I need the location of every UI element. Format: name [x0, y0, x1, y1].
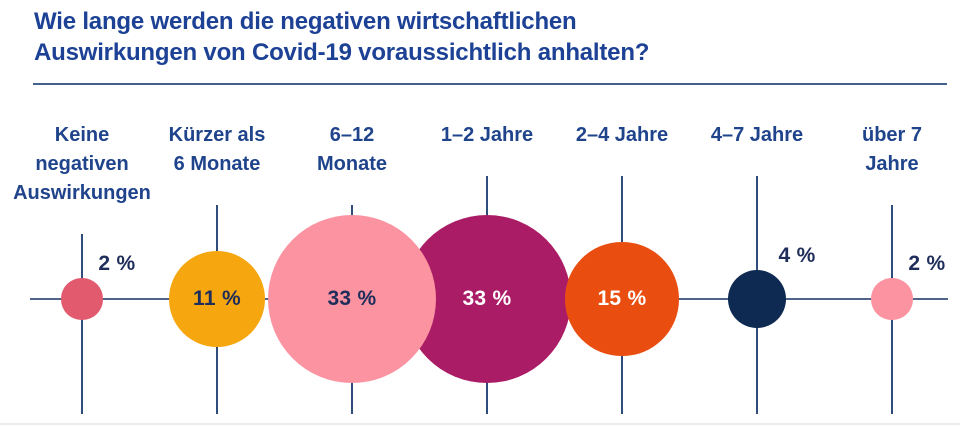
category-label: über 7 Jahre — [861, 124, 923, 175]
category-label: 1–2 Jahre — [440, 124, 534, 146]
bottom-edge-artifact — [0, 423, 960, 425]
category-label: 4–7 Jahre — [710, 124, 804, 146]
bubble: 33 % — [268, 215, 436, 383]
category-label: Kürzer als 6 Monate — [168, 124, 266, 175]
category-gridline — [81, 234, 83, 414]
category-label: 2–4 Jahre — [575, 124, 669, 146]
category-label: 6–12 Monate — [317, 124, 387, 175]
chart-title-line-2: Auswirkungen von Covid-19 voraussichtlic… — [34, 39, 650, 66]
bubble-value-label: 33 % — [462, 287, 512, 310]
bubble: 15 % — [565, 242, 679, 356]
chart-title: Wie lange werden die negativen wirtschaf… — [34, 6, 734, 68]
bubble-value-label: 33 % — [327, 287, 377, 310]
bubble: 11 % — [168, 250, 266, 348]
bubble-value-label: 4 % — [778, 243, 816, 267]
chart-title-line-1: Wie lange werden die negativen wirtschaf… — [34, 8, 577, 35]
bubble-value-label: 2 % — [908, 252, 946, 276]
bubble — [727, 269, 787, 329]
category-label: Keine negativen Auswirkungen — [13, 124, 151, 204]
bubble — [871, 278, 913, 320]
bubble-value-label: 15 % — [597, 286, 647, 310]
title-rule — [33, 83, 947, 85]
bubble-value-label: 2 % — [98, 252, 136, 276]
bubble-value-label: 11 % — [193, 286, 241, 310]
bubble — [61, 278, 103, 320]
